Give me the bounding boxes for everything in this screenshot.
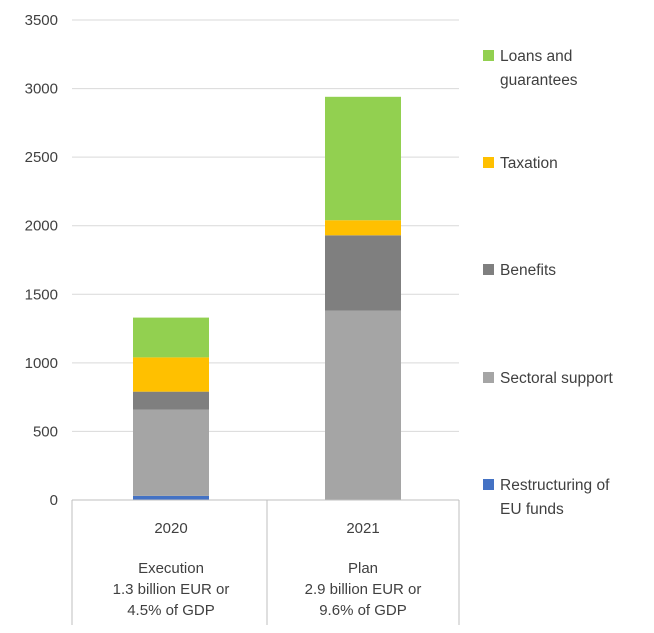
- y-axis-tick-labels: 0 500 1000 1500 2000 2500 3000 3500: [25, 12, 58, 509]
- legend-label: Taxation: [500, 155, 558, 172]
- legend-label: Benefits: [500, 262, 556, 279]
- legend-label: Sectoral support: [500, 370, 614, 387]
- y-tick-label: 0: [50, 492, 58, 509]
- bars: [133, 96, 401, 500]
- x-category-sublabel: Execution: [138, 560, 204, 577]
- bar-segment: [133, 391, 209, 410]
- y-tick-label: 3500: [25, 12, 58, 29]
- x-category-sublabel: Plan: [348, 560, 378, 577]
- x-category-sublabel: 1.3 billion EUR or: [113, 581, 230, 598]
- y-tick-label: 2500: [25, 149, 58, 166]
- y-tick-label: 1500: [25, 286, 58, 303]
- y-tick-label: 500: [33, 423, 58, 440]
- legend-swatch: [483, 50, 494, 61]
- legend-swatch: [483, 264, 494, 275]
- y-tick-label: 1000: [25, 355, 58, 372]
- bar-segment: [133, 357, 209, 392]
- bar-segment: [133, 409, 209, 496]
- legend-label: guarantees: [500, 72, 578, 89]
- legend-swatch: [483, 372, 494, 383]
- legend-label: Restructuring of: [500, 477, 610, 494]
- legend: Loans and guarantees Taxation Benefits Secto…: [483, 48, 614, 518]
- bar-segment: [325, 235, 401, 311]
- bar-segment: [133, 495, 209, 500]
- x-category-label: 2020: [154, 520, 187, 537]
- x-category-label: 2021: [346, 520, 379, 537]
- bar-segment: [325, 310, 401, 500]
- bar-segment: [325, 96, 401, 221]
- legend-label: EU funds: [500, 501, 564, 518]
- y-tick-label: 3000: [25, 81, 58, 98]
- bar-segment: [325, 220, 401, 236]
- legend-label: Loans and: [500, 48, 572, 65]
- x-axis: 2020 Execution 1.3 billion EUR or 4.5% of G…: [71, 499, 460, 625]
- legend-swatch: [483, 479, 494, 490]
- bar-segment: [133, 317, 209, 358]
- x-category-sublabel: 4.5% of GDP: [127, 602, 215, 619]
- legend-swatch: [483, 157, 494, 168]
- x-category-sublabel: 9.6% of GDP: [319, 602, 407, 619]
- x-category-sublabel: 2.9 billion EUR or: [305, 581, 422, 598]
- y-tick-label: 2000: [25, 218, 58, 235]
